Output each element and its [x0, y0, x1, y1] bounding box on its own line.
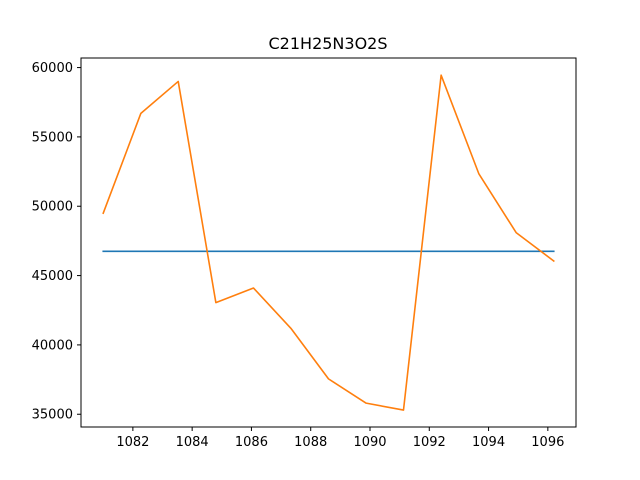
x-tick-label-1088: 1088	[294, 435, 327, 450]
series-line-2	[102, 74, 555, 411]
x-tick-label-1084: 1084	[176, 435, 209, 450]
series-layer	[102, 74, 555, 411]
chart-title: C21H25N3O2S	[269, 34, 388, 53]
y-tick-label-40000: 40000	[32, 338, 73, 353]
x-tick-label-1096: 1096	[531, 435, 564, 450]
axes-layer: 1082 1084 1086 1088 1090 1092 1094 1096 35000 400…	[32, 57, 577, 450]
y-tick-label-50000: 50000	[32, 200, 73, 215]
plot-frame	[80, 57, 577, 428]
y-tick-label-55000: 55000	[32, 130, 73, 145]
x-tick-label-1090: 1090	[353, 435, 386, 450]
x-tick-label-1094: 1094	[472, 435, 505, 450]
y-tick-label-35000: 35000	[32, 408, 73, 423]
x-tick-label-1082: 1082	[116, 435, 149, 450]
y-tick-label-60000: 60000	[32, 61, 73, 76]
x-tick-label-1092: 1092	[413, 435, 446, 450]
y-tick-label-45000: 45000	[32, 269, 73, 284]
x-tick-label-1086: 1086	[235, 435, 268, 450]
